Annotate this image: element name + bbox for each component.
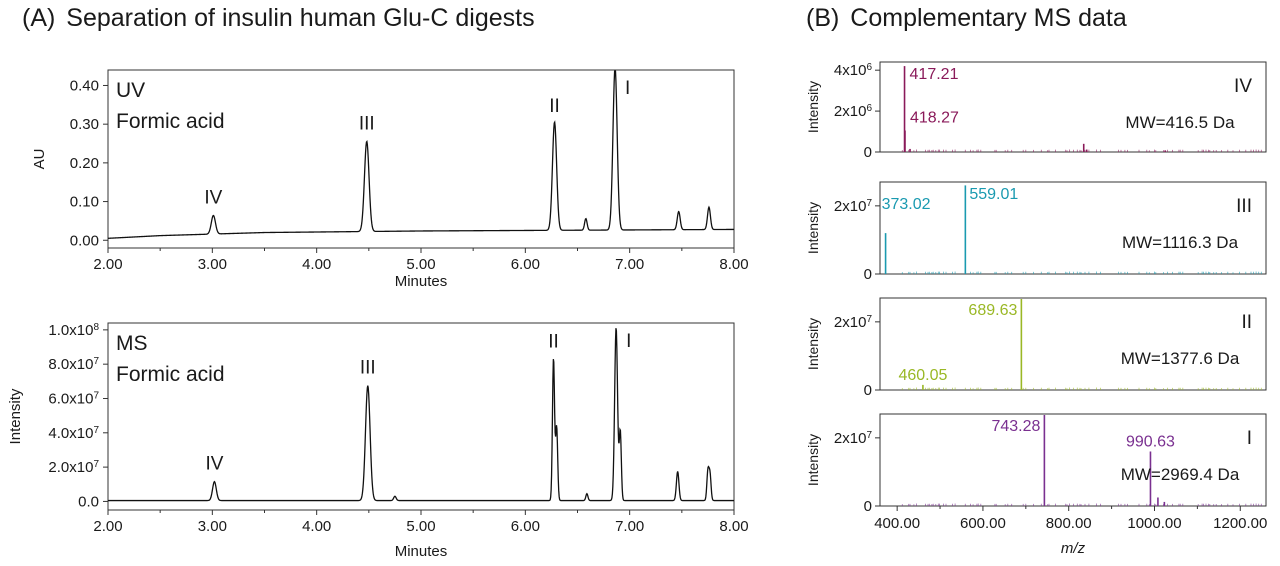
y-tick-label: 0.40 bbox=[70, 77, 99, 94]
peak-label: IV bbox=[205, 454, 223, 475]
spectrum-ms-iii: 0 2x107 Intensity 373.02 559.01 III MW=1116.3 … bbox=[805, 181, 1267, 283]
plot-frame bbox=[107, 322, 735, 511]
x-tick-label: 1200.00 bbox=[1213, 515, 1267, 532]
chromatogram-ms: 2.00 3.00 4.00 5.00 6.00 7.00 8.00 0.0 2.0x107 4.… bbox=[7, 321, 749, 560]
x-tick-label: 600.00 bbox=[960, 515, 1006, 532]
plot-frame bbox=[879, 413, 1267, 507]
x-tick-label: 8.00 bbox=[719, 256, 748, 273]
plot-frame bbox=[879, 181, 1267, 275]
y-axis-label: Intensity bbox=[7, 388, 24, 444]
y-tick-label: 2x107 bbox=[834, 197, 873, 215]
y-tick-label: 1.0x108 bbox=[48, 321, 99, 339]
x-tick-label: 1000.00 bbox=[1127, 515, 1181, 532]
x-tick-label: 3.00 bbox=[198, 518, 227, 535]
panel-b-title-text: Complementary MS data bbox=[850, 4, 1127, 32]
y-tick-label: 2x107 bbox=[834, 429, 873, 447]
detector-label: MS bbox=[116, 332, 148, 355]
plot-frame bbox=[107, 69, 735, 249]
x-tick-label: 2.00 bbox=[93, 518, 122, 535]
peak-label: IV bbox=[204, 187, 222, 208]
x-tick-label: 5.00 bbox=[406, 518, 435, 535]
peak-label: I bbox=[626, 331, 631, 352]
y-tick-label: 2x106 bbox=[834, 103, 873, 121]
x-tick-label: 6.00 bbox=[511, 256, 540, 273]
y-tick-label: 0 bbox=[864, 498, 872, 515]
x-tick-label: 5.00 bbox=[406, 256, 435, 273]
x-tick-label: 4.00 bbox=[302, 518, 331, 535]
noise-baseline bbox=[901, 149, 1262, 152]
y-tick-label: 6.0x107 bbox=[48, 390, 99, 408]
y-tick-label: 2.0x107 bbox=[48, 459, 99, 477]
peak-mz-label: 743.28 bbox=[991, 418, 1040, 435]
y-tick-label: 0 bbox=[864, 144, 872, 161]
spectrum-roman-label: IV bbox=[1234, 76, 1252, 97]
trace-line bbox=[108, 328, 734, 502]
x-axis-label: m/z bbox=[1061, 540, 1086, 557]
y-axis-label: Intensity bbox=[805, 434, 821, 486]
y-tick-label: 0.30 bbox=[70, 116, 99, 133]
peak-label: III bbox=[360, 358, 376, 379]
x-tick-label: 7.00 bbox=[615, 518, 644, 535]
peak-mz-label: 373.02 bbox=[882, 196, 931, 213]
peak-mz-label: 559.01 bbox=[969, 186, 1018, 203]
y-axis-label: Intensity bbox=[805, 202, 821, 254]
spectrum-ms-iv: 0 2x106 4x106 Intensity 417.21 418.27 IV MW=416… bbox=[805, 61, 1267, 161]
spectrum-ms-i: 0 2x107 Intensity 743.28 990.63 I MW=2969.4 Da… bbox=[805, 413, 1267, 557]
peak-label: I bbox=[625, 78, 630, 99]
x-axis-label: Minutes bbox=[395, 273, 448, 290]
y-tick-label: 8.0x107 bbox=[48, 356, 99, 374]
x-tick-label: 800.00 bbox=[1046, 515, 1092, 532]
x-tick-label: 8.00 bbox=[719, 518, 748, 535]
x-tick-label: 4.00 bbox=[302, 256, 331, 273]
molecular-weight-label: MW=416.5 Da bbox=[1125, 113, 1235, 132]
mobile-phase-label: Formic acid bbox=[116, 110, 225, 133]
peak-mz-label: 689.63 bbox=[968, 302, 1017, 319]
mobile-phase-label: Formic acid bbox=[116, 363, 225, 386]
molecular-weight-label: MW=1116.3 Da bbox=[1122, 233, 1239, 252]
y-tick-label: 2x107 bbox=[834, 313, 873, 331]
spectrum-roman-label: I bbox=[1247, 428, 1252, 449]
x-tick-label: 7.00 bbox=[615, 256, 644, 273]
panel-a-letter: (A) bbox=[22, 4, 56, 32]
x-axis-label: Minutes bbox=[395, 543, 448, 560]
y-tick-label: 0.00 bbox=[70, 232, 99, 249]
y-tick-label: 0.10 bbox=[70, 194, 99, 211]
y-tick-label: 0 bbox=[864, 382, 872, 399]
y-tick-label: 0 bbox=[864, 266, 872, 283]
trace-line bbox=[107, 70, 734, 239]
peak-mz-label: 418.27 bbox=[910, 110, 959, 127]
molecular-weight-label: MW=1377.6 Da bbox=[1121, 349, 1240, 368]
y-tick-label: 0.20 bbox=[70, 155, 99, 172]
noise-baseline bbox=[901, 387, 1262, 390]
x-tick-label: 400.00 bbox=[874, 515, 920, 532]
x-tick-label: 3.00 bbox=[198, 256, 227, 273]
panel-a-title-text: Separation of insulin human Glu-C digest… bbox=[66, 4, 535, 32]
peak-mz-label: 417.21 bbox=[910, 66, 959, 83]
y-axis-label: Intensity bbox=[805, 81, 821, 133]
panel-b-title: (B) Complementary MS data bbox=[806, 4, 1127, 33]
spectrum-roman-label: II bbox=[1241, 312, 1252, 333]
chromatogram-uv: 2.00 3.00 4.00 5.00 6.00 7.00 8.00 0.00 0.10 0.20… bbox=[31, 69, 749, 290]
y-tick-label: 0.0 bbox=[78, 493, 99, 510]
x-tick-label: 2.00 bbox=[93, 256, 122, 273]
peak-label: II bbox=[548, 331, 559, 352]
spectrum-roman-label: III bbox=[1236, 196, 1252, 217]
peak-label: II bbox=[549, 96, 560, 117]
panel-b-letter: (B) bbox=[806, 4, 840, 32]
panel-a-title: (A) Separation of insulin human Glu-C di… bbox=[22, 4, 535, 33]
y-tick-label: 4.0x107 bbox=[48, 424, 99, 442]
y-tick-label: 4x106 bbox=[834, 62, 873, 80]
y-axis-label: Intensity bbox=[805, 318, 821, 370]
peak-mz-label: 990.63 bbox=[1126, 433, 1175, 450]
molecular-weight-label: MW=2969.4 Da bbox=[1121, 465, 1240, 484]
peak-label: III bbox=[359, 113, 375, 134]
detector-label: UV bbox=[116, 79, 145, 102]
noise-baseline bbox=[901, 503, 1262, 506]
y-axis-label: AU bbox=[31, 149, 48, 170]
x-tick-label: 6.00 bbox=[511, 518, 540, 535]
peak-mz-label: 460.05 bbox=[898, 367, 947, 384]
